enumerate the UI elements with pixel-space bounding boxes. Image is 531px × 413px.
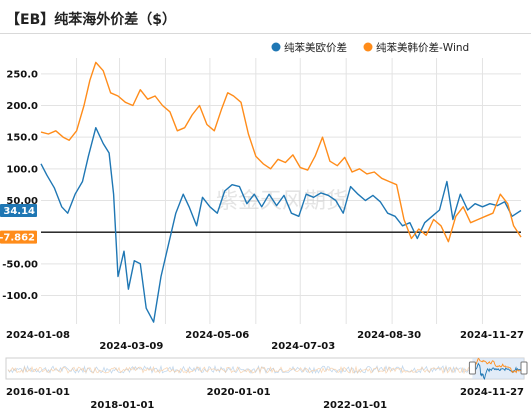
x-tick-label: 2024-07-03 [271,341,335,352]
legend-marker-us-kr [363,42,373,52]
navigator[interactable] [5,357,528,380]
navigator-x-label: 2020-01-01 [207,387,271,398]
last-value-label: -7.862 [0,233,35,244]
legend-marker-us-eu [271,42,281,52]
navigator-x-label: 2022-01-01 [323,400,387,411]
last-value-badge-us-eu [0,204,37,218]
navigator-x-label: 2018-01-01 [90,400,154,411]
x-tick-label: 2024-03-09 [99,341,163,352]
navigator-selection[interactable] [472,358,524,379]
x-tick-label: 2024-08-30 [357,330,421,341]
title-bar: 【EB】纯苯海外价差（$） [0,0,531,34]
navigator-series-us-eu [472,362,525,380]
chart-title: 【EB】纯苯海外价差（$） [6,12,176,28]
x-tick-label: 2024-01-08 [6,330,70,341]
x-tick-label: 2024-05-06 [185,330,249,341]
y-tick-label: 150.0 [6,133,38,144]
series-line-us-eu[interactable] [40,126,522,323]
watermark-text: 紫金天风期货 [216,189,348,214]
y-tick-label: -100.0 [2,291,38,302]
y-tick-label: 100.0 [6,164,38,175]
navigator-series-us-kr [472,357,525,374]
y-tick-label: 200.0 [6,101,38,112]
legend[interactable]: 纯苯美欧价差 纯苯美韩价差-Wind [271,41,470,54]
series-line-us-kr[interactable] [40,61,522,243]
navigator-x-label: 2016-01-01 [6,387,70,398]
legend-label-us-eu: 纯苯美欧价差 [284,41,347,54]
last-value-label: 34.14 [3,206,35,217]
last-value-badge-us-kr [0,230,37,244]
x-tick-label: 2024-11-27 [460,330,524,341]
y-tick-label: 50.00 [6,196,38,207]
navigator-history-orange [7,365,472,375]
navigator-handle-right[interactable] [520,361,528,375]
y-tick-label: -50.00 [2,259,38,270]
y-tick-label: 250.0 [6,69,38,80]
legend-label-us-kr: 纯苯美韩价差-Wind [376,41,469,54]
navigator-handle-left[interactable] [468,361,476,375]
navigator-x-label: 2024-11-27 [460,387,524,398]
